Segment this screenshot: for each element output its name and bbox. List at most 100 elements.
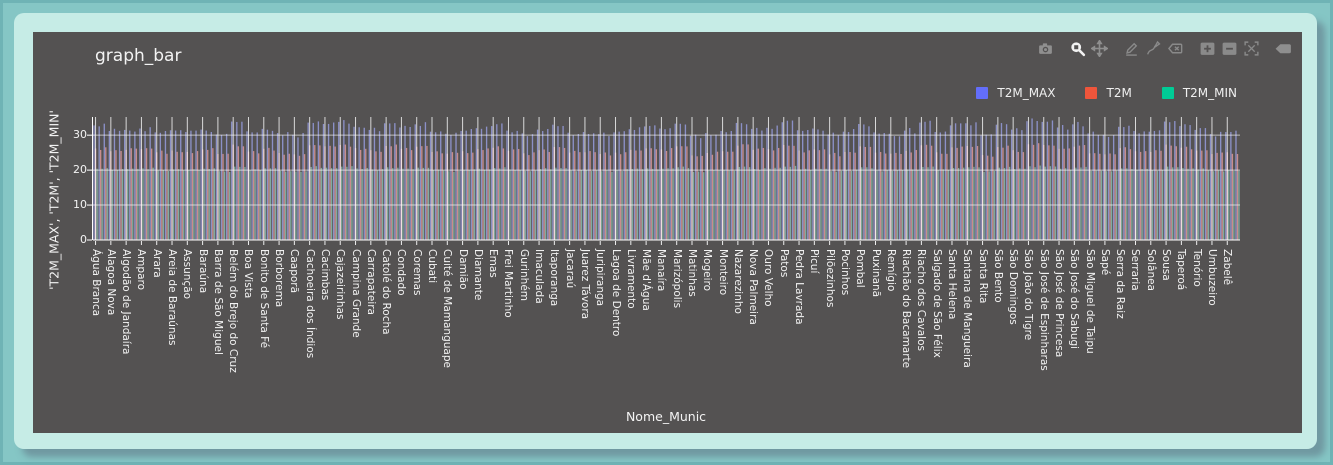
- x-tick-label: Água Branca: [89, 249, 102, 317]
- x-tick-label: Assunção: [181, 249, 194, 300]
- legend-label: T2M_MIN: [1182, 86, 1237, 100]
- x-tick-label: Coremas: [410, 249, 423, 296]
- x-tick-label: Riachão do Bacamarte: [900, 249, 913, 369]
- legend-item-t2m-min[interactable]: T2M_MIN: [1161, 86, 1237, 100]
- x-axis-title: Nome_Munic: [625, 409, 707, 424]
- x-tick-label: Tenório: [1190, 249, 1203, 287]
- legend-label: T2M_MAX: [997, 86, 1056, 100]
- modebar: [1024, 38, 1294, 58]
- y-tick-label: 20: [73, 163, 87, 177]
- x-tick-label: Solânea: [1144, 249, 1157, 291]
- zoom-out-icon[interactable]: [1218, 38, 1240, 58]
- x-tick-label: São Domingos: [1007, 249, 1020, 325]
- x-tick-label: Taperoá: [1175, 249, 1188, 291]
- x-tick-label: Serra da Raiz: [1114, 249, 1127, 319]
- x-tick-label: Sapé: [1098, 249, 1111, 276]
- x-tick-label: Boa Vista: [242, 249, 255, 299]
- x-tick-label: Zabelê: [1221, 249, 1234, 286]
- x-tick-label: Serraria: [1129, 249, 1142, 291]
- x-tick-label: Catolé do Rocha: [380, 249, 393, 335]
- x-tick-label: Ouro Velho: [762, 249, 775, 307]
- x-tick-label: Pombal: [854, 249, 867, 288]
- x-tick-label: Nazarezinho: [731, 249, 744, 314]
- y-tick-label: 0: [80, 233, 87, 246]
- x-tick-label: Cacimbas: [318, 249, 331, 301]
- x-tick-label: Caaporã: [288, 249, 301, 294]
- x-tick-label: Sousa: [1160, 249, 1173, 281]
- x-tick-label: Umbuzeiro: [1205, 249, 1218, 306]
- x-tick-label: Belém do Brejo do Cruz: [227, 249, 240, 373]
- x-tick-label: Itaporanga: [548, 249, 561, 307]
- x-tick-label: Condado: [395, 249, 408, 296]
- x-tick-label: Cajazeirinhas: [334, 249, 347, 320]
- x-tick-label: Salgado de São Félix: [930, 249, 943, 358]
- zoom-in-icon[interactable]: [1196, 38, 1218, 58]
- camera-icon[interactable]: [1034, 38, 1056, 58]
- chart-card: graph_bar 'T2M_MAX', 'T2M', 'T2M_MIN' No…: [33, 32, 1302, 433]
- t2m-min-swatch-icon: [1161, 87, 1174, 99]
- chart-title: graph_bar: [95, 46, 182, 66]
- x-tick-label: São José de Princesa: [1053, 249, 1066, 358]
- x-tick-label: Mãe d'Água: [640, 249, 653, 311]
- x-tick-label: Amparo: [135, 249, 148, 291]
- x-tick-label: São Miguel de Taipu: [1083, 249, 1096, 354]
- x-tick-label: Juripiranga: [594, 249, 607, 307]
- x-tick-label: Cachoeira dos Índios: [303, 249, 316, 359]
- x-tick-label: Livramento: [624, 249, 637, 309]
- t2m-max-swatch-icon: [976, 87, 989, 99]
- x-tick-label: Riacho dos Cavalos: [915, 249, 928, 351]
- x-tick-label: Bonito de Santa Fé: [257, 249, 270, 349]
- x-tick-label: Borborema: [273, 249, 286, 308]
- plotly-logo-icon[interactable]: [1272, 38, 1294, 58]
- x-tick-label: Diamante: [471, 249, 484, 301]
- x-tick-label: Cuité de Mamanguape: [441, 249, 454, 368]
- x-tick-label: Nova Palmeira: [747, 249, 760, 325]
- y-tick-label: 30: [73, 128, 87, 142]
- draw-openpath-icon[interactable]: [1142, 38, 1164, 58]
- x-tick-label: Gurinhém: [517, 249, 530, 302]
- x-tick-label: Damião: [456, 249, 469, 290]
- x-tick-label: Cubati: [426, 249, 438, 284]
- zoom-icon[interactable]: [1066, 38, 1088, 58]
- x-tick-label: Matinhas: [685, 249, 698, 297]
- legend: T2M_MAX T2M T2M_MIN: [976, 86, 1237, 100]
- t2m-swatch-icon: [1085, 87, 1098, 99]
- x-tick-label: Algodão de Jandaíra: [120, 249, 133, 355]
- x-tick-label: Santana de Mangueira: [961, 249, 974, 368]
- x-tick-label: Santa Helena: [945, 249, 958, 320]
- x-tick-label: Juarez Távora: [578, 249, 591, 320]
- x-tick-label: Lagoa de Dentro: [609, 249, 622, 337]
- x-tick-label: Baraúna: [196, 249, 209, 294]
- x-tick-label: Mogeiro: [701, 249, 714, 292]
- pan-icon[interactable]: [1088, 38, 1110, 58]
- x-tick-label: São José do Sabugi: [1068, 249, 1081, 350]
- x-tick-label: Remígio: [884, 249, 897, 292]
- x-tick-label: Picuí: [808, 249, 821, 274]
- x-tick-label: Imaculada: [533, 249, 546, 304]
- x-tick-label: São João do Tigre: [1022, 249, 1035, 341]
- x-tick-label: Manaíra: [655, 249, 668, 292]
- x-tick-label: Emas: [487, 249, 500, 278]
- erase-shape-icon[interactable]: [1164, 38, 1186, 58]
- mint-panel: graph_bar 'T2M_MAX', 'T2M', 'T2M_MIN' No…: [14, 13, 1317, 449]
- x-tick-label: Pocinhos: [838, 249, 851, 296]
- x-tick-label: Pilõezinhos: [823, 249, 836, 308]
- legend-item-t2m-max[interactable]: T2M_MAX: [976, 86, 1055, 100]
- x-tick-label: Carrapateira: [364, 249, 377, 315]
- x-tick-label: Alagoa Nova: [104, 249, 117, 316]
- x-tick-label: Frei Martinho: [502, 249, 515, 318]
- x-tick-label: Monteiro: [716, 249, 729, 296]
- x-tick-label: Barra de São Miguel: [211, 249, 224, 355]
- x-tick-label: Puxinanã: [869, 249, 882, 298]
- legend-item-t2m[interactable]: T2M: [1085, 86, 1132, 100]
- x-tick-label: Marizópolis: [670, 249, 683, 309]
- x-tick-label: Pedra Lavrada: [793, 249, 806, 325]
- x-tick-label: Campina Grande: [349, 249, 362, 338]
- draw-line-icon[interactable]: [1120, 38, 1142, 58]
- x-tick-label: São José de Espinharas: [1037, 249, 1050, 371]
- x-tick-label: Arara: [150, 249, 163, 278]
- y-tick-label: 10: [73, 198, 87, 212]
- autoscale-icon[interactable]: [1240, 38, 1262, 58]
- plot-area[interactable]: [33, 32, 1302, 433]
